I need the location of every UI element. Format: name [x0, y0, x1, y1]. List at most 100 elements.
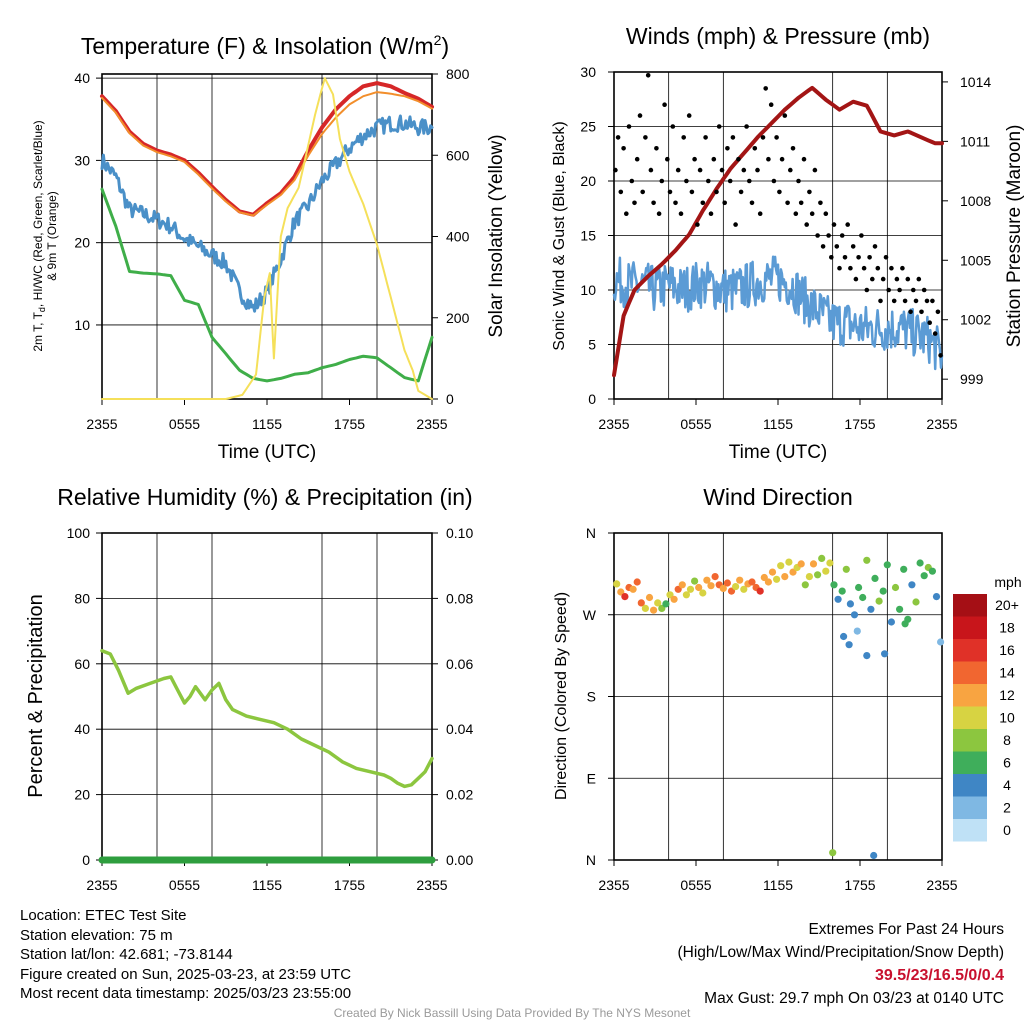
gust-point: [681, 135, 686, 140]
station-info: Location: ETEC Test Site Station elevati…: [20, 906, 351, 1004]
gust-point: [648, 167, 654, 173]
gust-point: [829, 254, 834, 260]
gust-point: [757, 211, 763, 216]
direction-point: [699, 589, 707, 597]
gust-point: [629, 178, 635, 184]
gust-point: [766, 156, 771, 162]
y2-tick-label: 1002: [960, 312, 991, 328]
gust-point: [651, 200, 656, 206]
direction-point: [855, 583, 863, 592]
gust-point: [686, 113, 692, 118]
x-tick-label: 1155: [252, 877, 282, 893]
direction-point: [846, 600, 855, 608]
direction-point: [809, 560, 818, 568]
elevation-text: Station elevation: 75 m: [20, 926, 173, 944]
gust-point: [736, 156, 741, 162]
gust-point: [714, 189, 719, 195]
direction-point: [654, 599, 662, 607]
colorbar-swatch: [953, 616, 987, 639]
direction-point: [937, 638, 945, 646]
direction-point: [633, 578, 641, 586]
x-tick-label: 1155: [763, 877, 793, 893]
x-tick-label: 2355: [926, 416, 957, 432]
colorbar-swatch: [953, 706, 987, 729]
colorbar-label: 12: [999, 687, 1015, 703]
colorbar-label: 6: [1003, 755, 1011, 771]
y2-tick-label: 0.06: [446, 656, 473, 672]
direction-point: [703, 576, 711, 584]
gust-point: [924, 298, 930, 304]
gust-point: [856, 254, 861, 260]
gust-point: [768, 102, 774, 107]
extremes-info: Extremes For Past 24 Hours (High/Low/Max…: [678, 918, 1005, 1010]
y2-tick-label: 800: [446, 66, 470, 82]
direction-point: [805, 573, 814, 581]
y-tick-label: N: [586, 525, 596, 541]
gust-point: [804, 222, 809, 227]
y-tick-label: 80: [74, 590, 90, 606]
gust-point: [878, 298, 883, 304]
gust-point: [749, 200, 755, 206]
chart-title-sup: 2: [434, 32, 442, 48]
gust-point: [613, 167, 618, 173]
gust-point: [719, 167, 725, 173]
gust-point: [916, 276, 922, 282]
gust-point: [908, 309, 913, 315]
direction-point: [740, 585, 748, 593]
direction-point: [867, 605, 875, 613]
direction-point: [875, 597, 883, 605]
y2-axis-label: Solar Insolation (Yellow): [486, 134, 507, 337]
wind_chill-line: [100, 187, 434, 383]
direction-point: [748, 578, 756, 586]
colorbar-swatch: [953, 751, 987, 774]
y2-tick-label: 200: [446, 310, 470, 326]
x-tick-label: 1755: [844, 877, 875, 893]
gust-point: [626, 124, 632, 129]
y2-tick-label: 600: [446, 147, 470, 163]
direction-point: [842, 565, 850, 573]
colorbar-label: 20+: [995, 597, 1019, 613]
direction-point: [678, 581, 686, 589]
x-tick-label: 2355: [598, 877, 629, 893]
direction-point: [896, 605, 904, 613]
y2-tick-label: 1005: [960, 252, 991, 268]
gust-point: [845, 222, 850, 227]
gust-point: [788, 167, 793, 173]
direction-point: [814, 571, 822, 579]
location-text: Location: ETEC Test Site: [20, 907, 187, 924]
gust-point: [798, 200, 804, 206]
chart-title-end: ): [441, 33, 449, 59]
gust-point: [752, 146, 758, 151]
gust-point: [643, 135, 648, 140]
gust-point: [747, 178, 752, 184]
direction-point: [887, 618, 896, 626]
x-tick-label: 2355: [598, 416, 629, 432]
y-tick-label: 30: [74, 152, 90, 168]
gust-point: [763, 86, 768, 91]
direction-point: [829, 849, 837, 857]
gust-point: [695, 222, 700, 227]
gust-point: [812, 167, 818, 173]
gust-point: [711, 156, 717, 162]
direction-point: [613, 580, 621, 588]
gust-point: [826, 233, 831, 238]
colorbar-swatch: [953, 661, 987, 684]
y2-tick-label: 0.04: [446, 721, 473, 737]
direction-point: [629, 585, 637, 593]
gust-point: [700, 200, 706, 206]
gust-point: [809, 211, 815, 216]
gust-point: [771, 178, 777, 184]
direction-point: [695, 583, 703, 592]
gust-point: [897, 287, 902, 293]
gust-point: [932, 331, 938, 336]
gust-point: [864, 287, 870, 293]
x-tick-label: 0555: [680, 877, 711, 893]
created-text: Figure created on Sun, 2025-03-23, at 23…: [20, 965, 352, 983]
direction-point: [891, 583, 900, 592]
temperature-line: [100, 81, 434, 217]
colorbar-label: 4: [1003, 777, 1011, 793]
gust-point: [880, 276, 886, 282]
y-tick-label: 0: [82, 852, 90, 868]
gust-point: [807, 189, 812, 195]
gust-point: [834, 244, 840, 249]
